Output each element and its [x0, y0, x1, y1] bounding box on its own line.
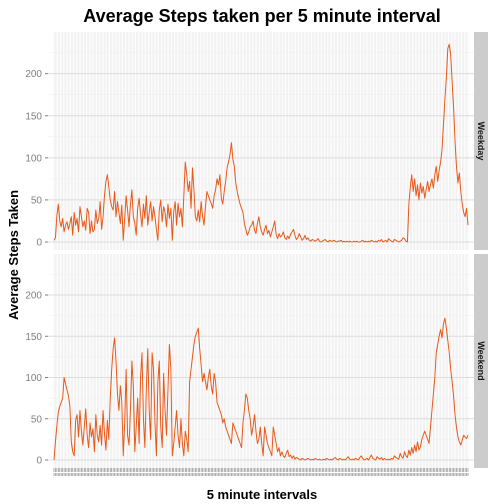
facet-strip — [474, 254, 488, 468]
x-axis-title: 5 minute intervals — [207, 487, 318, 502]
vertical-gridlines — [53, 32, 469, 250]
x-tick-labels-compressed — [53, 473, 469, 476]
facet-strip — [474, 32, 488, 250]
y-tick-label: 100 — [25, 153, 42, 164]
y-tick-label: 50 — [31, 414, 43, 425]
series-line-weekday — [53, 43, 469, 243]
x-tick-marks — [53, 468, 469, 472]
y-tick-label: 150 — [25, 332, 42, 343]
y-tick-label: 200 — [25, 69, 42, 80]
y-axis-title: Average Steps Taken — [6, 190, 21, 320]
y-tick-label: 0 — [36, 238, 42, 249]
panel-weekend: 0 50 100 150 200 Weekend — [25, 254, 488, 468]
y-tick-label: 100 — [25, 373, 42, 384]
panel-weekday: 0 50 100 150 200 Weekday — [25, 32, 488, 250]
y-tick-label: 50 — [31, 195, 43, 206]
y-tick-label: 0 — [36, 456, 42, 467]
facet-strip-label: Weekend — [476, 341, 486, 380]
series-line-weekend — [53, 317, 469, 461]
chart-title: Average Steps taken per 5 minute interva… — [83, 6, 440, 26]
facet-panels: 0 50 100 150 200 Weekday 0 50 100 150 200 Weekend — [25, 32, 488, 476]
facet-strip-label: Weekday — [476, 122, 486, 161]
y-tick-label: 150 — [25, 111, 42, 122]
y-tick-label: 200 — [25, 291, 42, 302]
